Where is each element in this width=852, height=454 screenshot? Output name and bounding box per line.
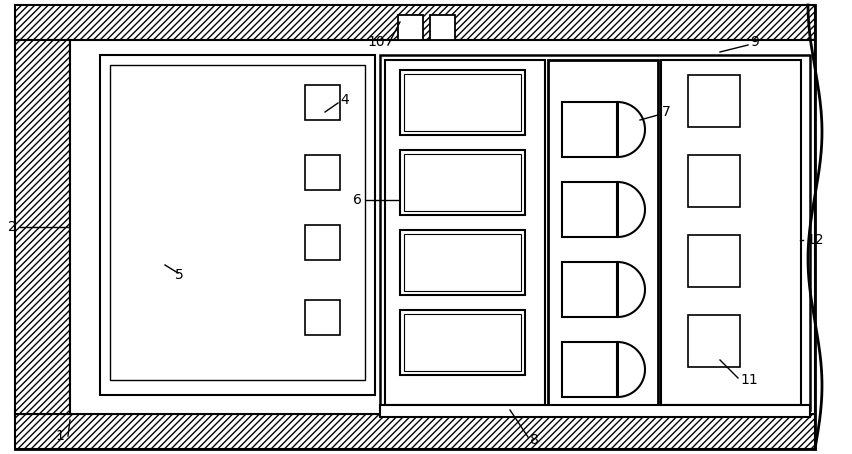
Text: 9: 9 bbox=[749, 35, 758, 49]
Bar bbox=[305, 225, 340, 260]
Text: 8: 8 bbox=[529, 433, 538, 447]
Bar bbox=[379, 55, 809, 410]
Bar bbox=[400, 70, 524, 135]
Bar bbox=[404, 74, 521, 131]
Bar bbox=[305, 300, 340, 335]
Bar bbox=[688, 155, 740, 207]
Bar bbox=[429, 15, 454, 40]
Bar bbox=[379, 405, 809, 417]
Bar bbox=[15, 40, 70, 414]
Bar bbox=[305, 85, 340, 120]
Bar bbox=[100, 55, 375, 395]
Text: 1: 1 bbox=[55, 429, 64, 443]
Bar bbox=[561, 102, 617, 157]
Bar bbox=[404, 154, 521, 211]
Bar bbox=[110, 65, 365, 380]
Text: 11: 11 bbox=[740, 373, 757, 387]
Bar bbox=[15, 414, 814, 449]
Bar bbox=[688, 75, 740, 127]
Bar bbox=[400, 150, 524, 215]
Bar bbox=[70, 40, 814, 414]
Bar bbox=[561, 262, 617, 317]
Bar bbox=[15, 5, 814, 40]
Text: 2: 2 bbox=[8, 220, 17, 234]
Bar bbox=[384, 60, 544, 405]
Bar bbox=[688, 235, 740, 287]
Bar bbox=[688, 315, 740, 367]
Text: 4: 4 bbox=[340, 93, 348, 107]
Bar bbox=[547, 60, 657, 405]
Text: 10: 10 bbox=[367, 35, 384, 49]
Bar bbox=[400, 310, 524, 375]
Bar bbox=[404, 314, 521, 371]
Text: 6: 6 bbox=[353, 193, 361, 207]
Bar bbox=[404, 234, 521, 291]
Bar bbox=[400, 230, 524, 295]
Bar bbox=[561, 342, 617, 397]
Text: 7: 7 bbox=[661, 105, 670, 119]
Bar bbox=[561, 182, 617, 237]
Bar bbox=[660, 60, 800, 405]
Bar bbox=[305, 155, 340, 190]
Text: 5: 5 bbox=[175, 268, 183, 282]
Text: 12: 12 bbox=[805, 233, 823, 247]
Bar bbox=[398, 15, 423, 40]
